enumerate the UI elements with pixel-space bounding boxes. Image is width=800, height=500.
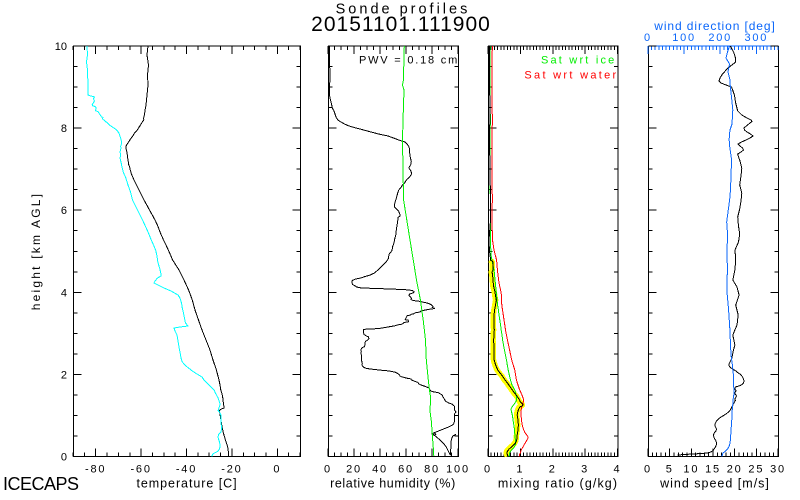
svg-text:height [km AGL]: height [km AGL] [29,192,43,310]
svg-text:20: 20 [346,464,362,476]
svg-text:1: 1 [516,464,524,476]
svg-text:6: 6 [61,205,67,217]
svg-text:10: 10 [55,41,67,53]
svg-text:wind speed [m/s]: wind speed [m/s] [659,477,770,491]
svg-text:0: 0 [273,464,281,476]
svg-text:0: 0 [644,32,652,44]
svg-text:80: 80 [424,464,440,476]
svg-text:mixing ratio (g/kg): mixing ratio (g/kg) [498,477,618,491]
svg-text:PWV = 0.18 cm: PWV = 0.18 cm [359,55,459,67]
svg-text:200: 200 [708,32,732,44]
svg-text:Sat wrt ice: Sat wrt ice [541,55,617,67]
svg-text:Sat wrt water: Sat wrt water [524,70,618,82]
svg-text:300: 300 [744,32,768,44]
svg-text:25: 25 [748,464,764,476]
svg-text:30: 30 [770,464,786,476]
svg-text:Sonde profiles: Sonde profiles [336,2,471,18]
svg-text:ICECAPS: ICECAPS [3,474,79,494]
svg-text:4: 4 [61,287,67,299]
svg-text:relative humidity (%): relative humidity (%) [330,477,456,491]
svg-text:4: 4 [614,464,622,476]
svg-text:0: 0 [484,464,492,476]
svg-text:-40: -40 [176,464,197,476]
svg-text:20: 20 [727,464,743,476]
svg-text:0: 0 [644,464,652,476]
svg-text:100: 100 [446,464,470,476]
svg-text:-80: -80 [85,464,106,476]
svg-text:20151101.111900: 20151101.111900 [311,13,491,36]
svg-text:15: 15 [705,464,721,476]
svg-text:8: 8 [61,123,67,135]
svg-text:5: 5 [666,464,674,476]
svg-text:3: 3 [581,464,589,476]
svg-text:0: 0 [61,452,67,464]
svg-text:temperature [C]: temperature [C] [136,477,237,491]
svg-text:2: 2 [61,369,67,381]
svg-text:-20: -20 [221,464,242,476]
svg-text:-60: -60 [130,464,151,476]
svg-text:100: 100 [672,32,696,44]
svg-text:40: 40 [372,464,388,476]
svg-text:10: 10 [683,464,699,476]
svg-text:60: 60 [398,464,414,476]
svg-text:2: 2 [549,464,557,476]
svg-text:wind direction [deg]: wind direction [deg] [653,19,775,33]
svg-text:0: 0 [324,464,332,476]
